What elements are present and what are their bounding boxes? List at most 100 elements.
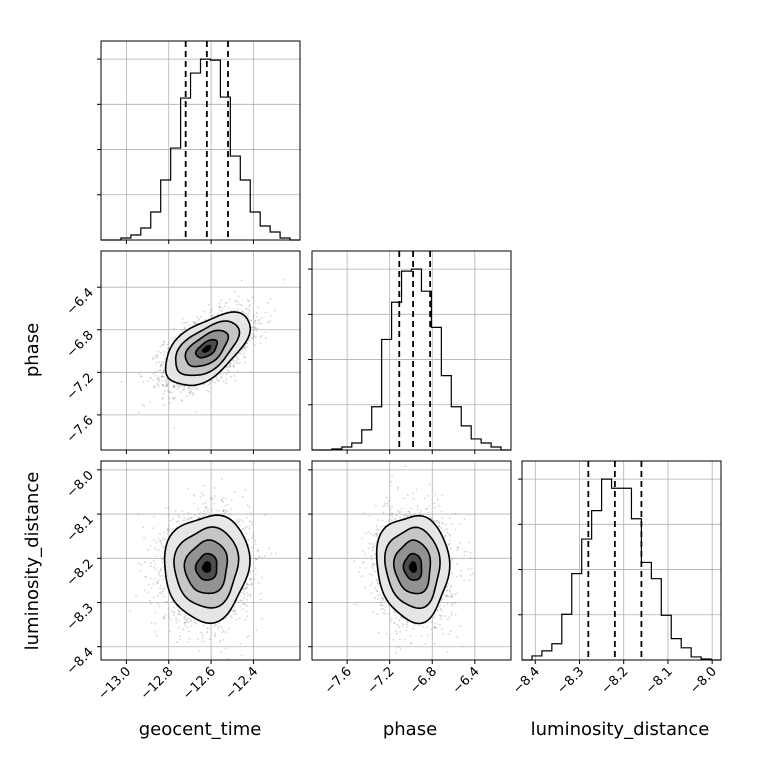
sample-point	[178, 627, 180, 629]
sample-point	[233, 365, 235, 368]
sample-point	[159, 569, 162, 572]
sample-point	[172, 384, 174, 387]
sample-point	[160, 592, 163, 595]
sample-point	[161, 557, 164, 560]
sample-point	[205, 502, 207, 504]
panel-border	[100, 250, 301, 451]
sample-point	[240, 304, 243, 307]
sample-point	[227, 628, 230, 630]
sample-point	[169, 519, 172, 522]
sample-point	[250, 583, 253, 586]
sample-point	[242, 352, 245, 355]
sample-point	[162, 565, 165, 568]
sample-point	[182, 317, 184, 320]
sample-point	[154, 370, 157, 373]
sample-point	[198, 318, 200, 321]
sample-point	[161, 545, 164, 547]
sample-point	[161, 574, 164, 577]
sample-point	[218, 306, 221, 309]
sample-point	[149, 400, 152, 403]
sample-point	[250, 583, 253, 586]
sample-point	[164, 379, 167, 382]
sample-point	[214, 632, 216, 635]
sample-point	[181, 399, 184, 402]
sample-point	[176, 384, 179, 386]
sample-point	[224, 305, 226, 307]
sample-point	[229, 614, 232, 617]
sample-point	[253, 314, 256, 317]
sample-point	[153, 597, 155, 599]
sample-point	[248, 309, 251, 312]
sample-point	[174, 510, 177, 513]
sample-point	[178, 612, 180, 615]
sample-point	[154, 611, 157, 614]
sample-point	[202, 624, 205, 627]
sample-point	[253, 325, 256, 328]
sample-point	[167, 607, 170, 610]
sample-point	[166, 380, 169, 383]
sample-point	[166, 530, 169, 532]
sample-point	[269, 320, 272, 323]
sample-point	[244, 526, 247, 529]
sample-point	[212, 498, 214, 500]
sample-point	[253, 326, 255, 329]
sample-point	[178, 638, 181, 641]
sample-point	[254, 322, 257, 325]
sample-point	[236, 522, 239, 524]
sample-point	[229, 508, 232, 511]
sample-point	[252, 329, 255, 332]
sample-point	[142, 381, 145, 384]
sample-point	[158, 549, 160, 552]
sample-point	[178, 386, 180, 389]
sample-point	[246, 299, 249, 302]
sample-point	[195, 322, 198, 325]
sample-point	[172, 396, 175, 399]
sample-point	[253, 335, 256, 338]
sample-point	[157, 573, 160, 576]
sample-point	[239, 518, 241, 521]
sample-point	[172, 528, 174, 530]
sample-point	[164, 614, 167, 617]
sample-point	[180, 385, 183, 388]
sample-point	[147, 548, 150, 551]
sample-point	[155, 581, 158, 583]
sample-point	[251, 296, 254, 299]
sample-point	[222, 500, 224, 503]
hist-panel-phase	[308, 250, 512, 454]
sample-point	[166, 601, 169, 603]
sample-point	[222, 497, 225, 499]
sample-point	[192, 321, 195, 324]
sample-point	[166, 343, 168, 346]
sample-point	[217, 379, 219, 382]
sample-point	[213, 625, 215, 628]
density-peak	[201, 344, 212, 353]
sample-point	[241, 599, 244, 602]
sample-point	[225, 378, 228, 381]
sample-point	[171, 611, 174, 613]
sample-point	[244, 488, 247, 491]
sample-point	[235, 619, 238, 621]
sample-point	[209, 638, 211, 640]
sample-point	[162, 370, 165, 373]
sample-point	[268, 547, 271, 550]
sample-point	[238, 352, 240, 355]
sample-point	[238, 617, 241, 620]
sample-point	[242, 591, 245, 594]
sample-point	[249, 370, 252, 373]
sample-point	[183, 387, 186, 390]
sample-point	[233, 606, 236, 608]
sample-point	[249, 303, 252, 306]
sample-point	[161, 397, 164, 400]
sample-point	[209, 381, 211, 384]
sample-point	[264, 311, 267, 314]
sample-point	[167, 514, 170, 516]
sample-point	[203, 640, 206, 643]
sample-point	[228, 513, 231, 516]
sample-point	[253, 578, 256, 581]
sample-point	[204, 318, 206, 321]
scatter-points	[129, 477, 277, 660]
sample-point	[199, 511, 202, 514]
sample-point	[194, 514, 197, 516]
sample-point	[173, 386, 176, 389]
sample-point	[162, 371, 164, 374]
